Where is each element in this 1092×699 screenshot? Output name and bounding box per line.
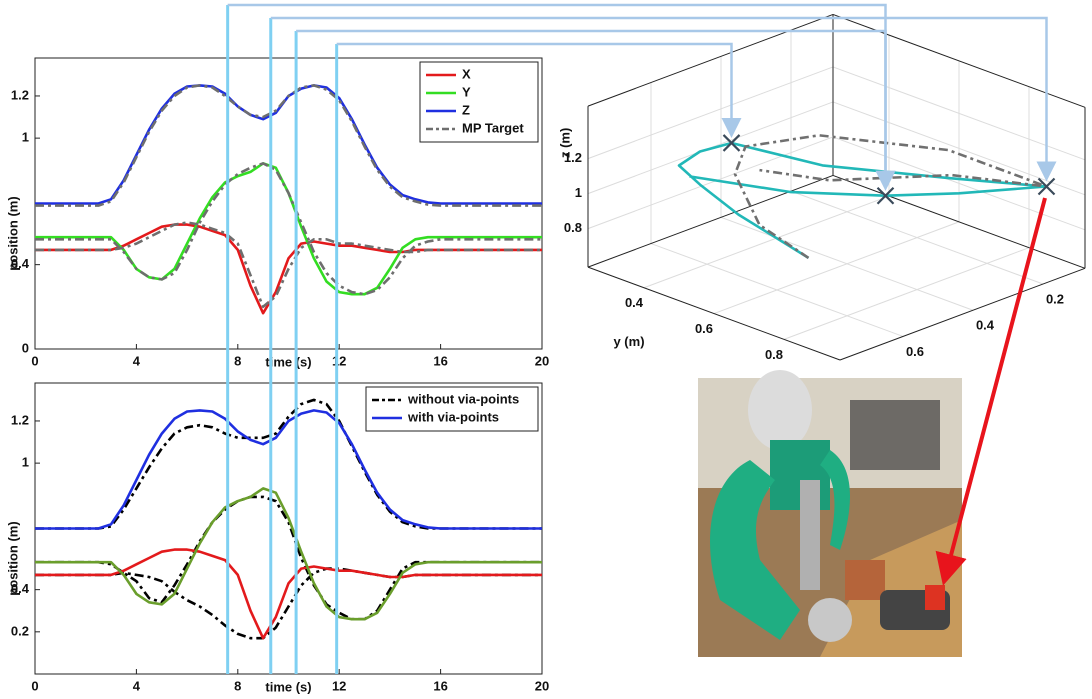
series-line [35,398,542,530]
series-line [35,162,542,296]
legend-label: without via-points [407,391,519,406]
z-tick-label: 1.2 [564,150,582,165]
grid-line [832,136,1086,231]
x-tick-label: 4 [133,353,141,368]
x-tick-label: 12 [332,353,346,368]
y-tick-label: 0.4 [625,295,644,310]
legend-label: Z [462,102,470,117]
y-tick-label: 1 [22,455,29,470]
y-tick-label: 1 [22,130,29,145]
grid-line [783,247,1030,340]
axis-edge [587,174,834,268]
trajectory [733,134,1048,259]
x-tick-label: 20 [535,353,549,368]
series-line [35,84,542,207]
series-line [35,409,542,530]
x-tick-label: 4 [133,678,141,693]
legend-label: with via-points [407,409,499,424]
grid-line [587,66,834,160]
y-tick-label: 0.4 [11,581,30,596]
y-tick-label: 0.8 [765,347,783,362]
robot-photo [698,370,962,657]
legend-label: Y [462,84,471,99]
x-axis-label: time (s) [265,354,311,369]
grid-line [643,195,890,289]
series-line [35,162,542,296]
series-line [35,487,542,621]
via-link [296,29,896,191]
z-tick-label: 0.8 [564,220,582,235]
series-line [35,567,542,640]
x-tick-label: 16 [433,353,447,368]
y-tick-label: 1.2 [11,412,29,427]
legend-label: X [462,66,471,81]
y-axis-label: y (m) [613,334,644,349]
series-line [35,221,542,309]
y-tick-label: 0.2 [11,623,29,638]
x-axis-label: time (s) [265,679,311,694]
x-tick-label: 20 [535,678,549,693]
x-tick-label: 0.6 [906,344,924,359]
legend-label: MP Target [462,120,524,135]
legend-box [365,386,539,432]
axis-edge [832,174,1086,269]
y-tick-label: 0.4 [11,256,30,271]
y-axis-label: position (m) [5,196,20,270]
x-tick-label: 0.2 [1046,291,1064,306]
grid-line [832,66,1086,161]
arrow [935,197,1047,586]
grid-line [587,136,834,230]
y-tick-label: 0.6 [695,321,713,336]
axis-edge [587,13,834,107]
via-point [722,134,741,152]
x-tick-label: 0 [31,678,38,693]
axis-edge [839,267,1086,361]
x-tick-label: 0.4 [976,318,995,333]
y-tick-label: 1.2 [11,87,29,102]
x-tick-label: 0 [31,353,38,368]
x-tick-label: 16 [433,678,447,693]
grid-line [713,221,960,315]
y-axis-label: position (m) [5,521,20,595]
z-tick-label: 1 [575,185,582,200]
via-link [270,16,1057,182]
x-tick-label: 8 [234,353,241,368]
axis-edge [587,266,841,361]
y-tick-label: 0 [22,340,29,355]
z-axis-label: z (m) [557,128,572,158]
x-tick-label: 12 [332,678,346,693]
x-tick-label: 8 [234,678,241,693]
via-link [336,42,742,138]
